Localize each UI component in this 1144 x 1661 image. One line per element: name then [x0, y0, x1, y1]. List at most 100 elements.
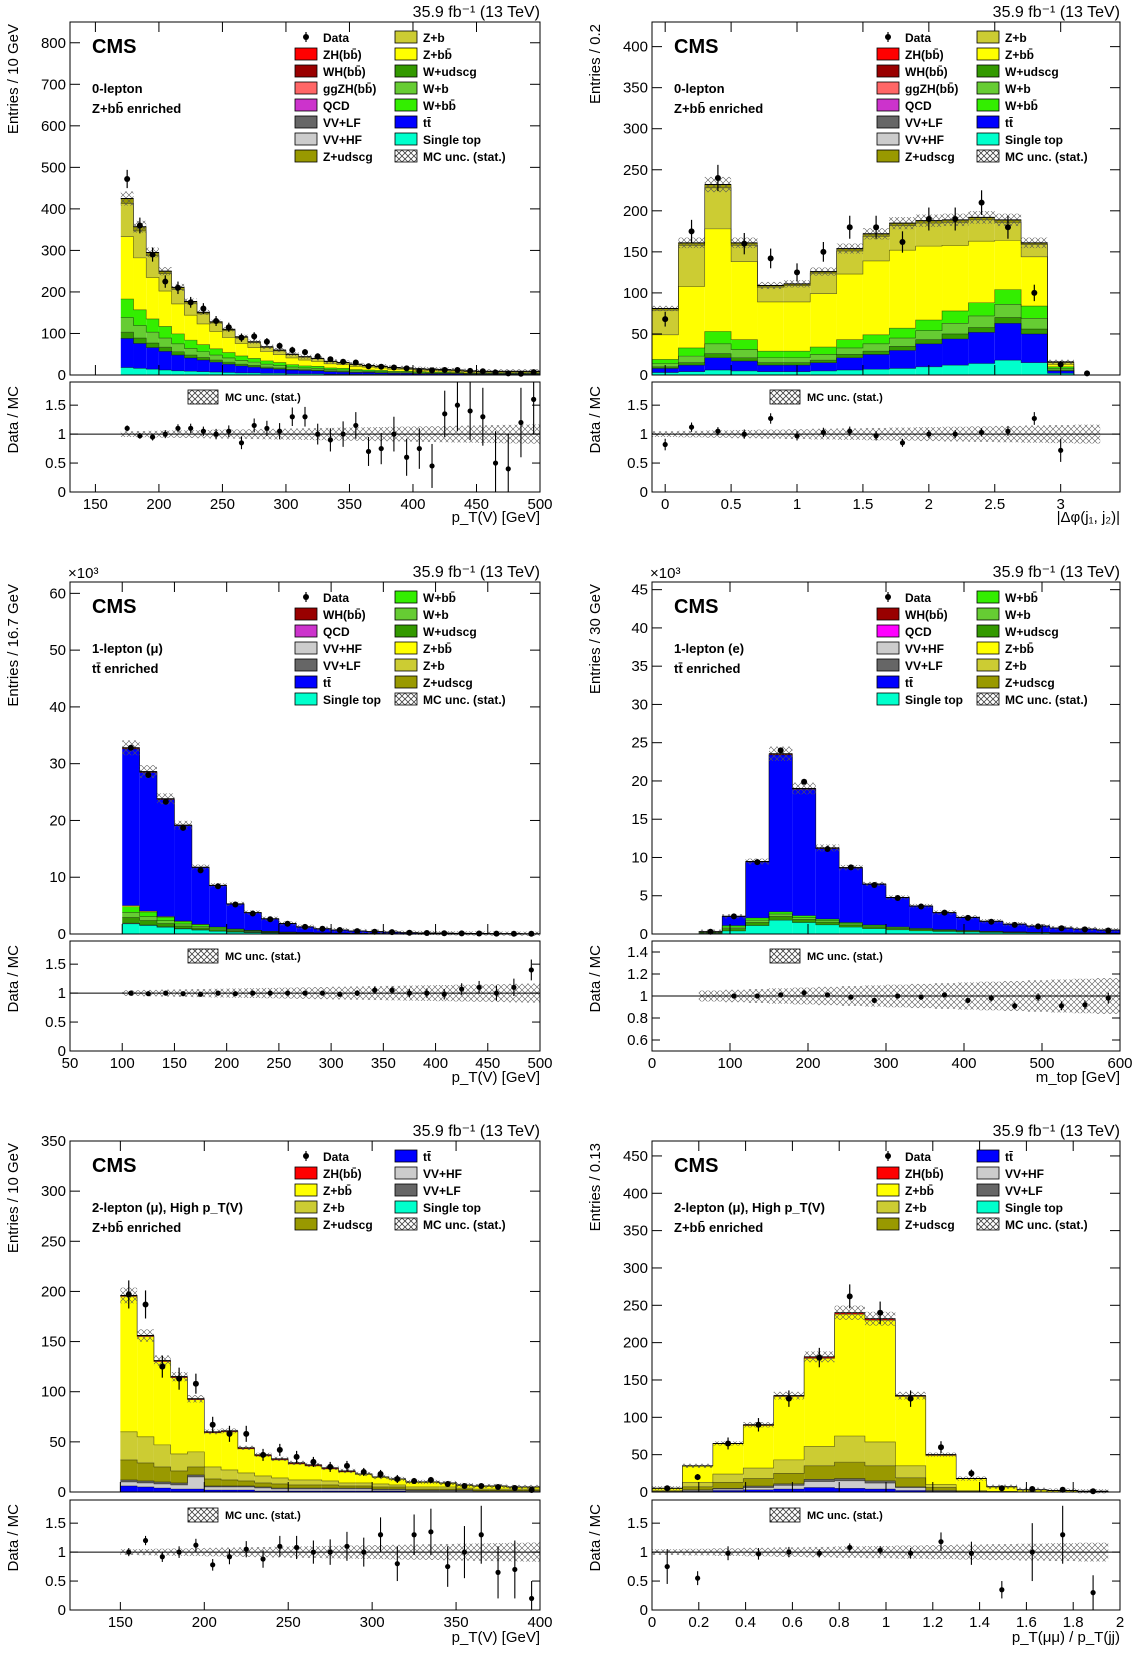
x-tick-label: 100	[717, 1055, 742, 1072]
stack-bar	[678, 363, 704, 365]
x-axis-label: p_T(V) [GeV]	[452, 1069, 540, 1086]
x-tick-label: 200	[146, 496, 171, 513]
legend-swatch	[395, 625, 417, 637]
stack-bar	[192, 868, 209, 925]
data-point	[361, 1469, 367, 1475]
ratio-point	[290, 414, 295, 419]
ratio-y-tick-label: 0.5	[45, 455, 66, 472]
stack-bar	[837, 358, 863, 370]
x-tick-label: 1	[882, 1614, 890, 1631]
ratio-point	[494, 991, 499, 996]
cms-label: CMS	[92, 596, 136, 618]
ratio-point	[848, 995, 853, 1000]
y-axis-label-top: Entries / 10 GeV	[5, 24, 22, 134]
region-label: tt̄ enriched	[674, 661, 741, 676]
ratio-point	[1082, 1002, 1087, 1007]
data-point	[366, 363, 372, 369]
ratio-point	[177, 1550, 182, 1555]
x-tick-label: 300	[273, 496, 298, 513]
stack-bar	[889, 368, 915, 375]
stack-bar	[889, 350, 915, 368]
ratio-point	[277, 1544, 282, 1549]
legend-swatch	[295, 48, 317, 60]
data-point	[662, 316, 668, 322]
data-point	[310, 1459, 316, 1465]
stack-bar	[682, 1487, 712, 1490]
data-point	[768, 255, 774, 261]
legend-hatch-swatch	[977, 693, 999, 705]
stack-bar	[238, 1481, 255, 1486]
stack-bar	[942, 339, 968, 365]
y-tick-label: 30	[631, 696, 648, 713]
stack-bar	[248, 358, 261, 362]
stack-bar	[678, 365, 704, 372]
y-tick-label: 50	[49, 642, 66, 659]
region-label: 0-lepton	[92, 81, 143, 96]
legend-label: Single top	[423, 133, 481, 147]
stack-bar	[757, 358, 783, 363]
legend-swatch	[977, 591, 999, 603]
legend-swatch	[395, 1201, 417, 1213]
legend-label: W+udscg	[1005, 625, 1059, 639]
legend-swatch	[977, 608, 999, 620]
data-point	[180, 825, 186, 831]
data-point	[873, 224, 879, 230]
y-tick-label: 5	[640, 888, 648, 905]
stack-bar	[439, 1487, 456, 1489]
stack-bar	[137, 1487, 154, 1492]
ratio-legend-swatch	[188, 390, 218, 404]
stack-bar	[406, 1487, 423, 1489]
stack-bar	[273, 369, 286, 373]
ratio-point	[366, 449, 371, 454]
data-point	[378, 364, 384, 370]
x-tick-label: 1	[793, 496, 801, 513]
y-tick-label: 0	[58, 367, 66, 384]
stack-bar	[121, 332, 134, 338]
y-tick-label: 400	[623, 39, 648, 56]
stack-bar	[134, 310, 147, 326]
legend-label: VV+HF	[905, 642, 944, 656]
stack-bar	[248, 367, 261, 373]
stack-bar	[863, 369, 889, 375]
stack-bar	[746, 923, 769, 926]
ratio-point	[689, 425, 694, 430]
stack-bar	[134, 343, 147, 368]
legend-label: W+udscg	[423, 625, 477, 639]
stack-bar	[810, 354, 836, 360]
stack-bar	[324, 372, 337, 374]
y-tick-label: 400	[41, 201, 66, 218]
data-point	[816, 1355, 822, 1361]
legend-swatch	[295, 693, 317, 705]
ratio-point	[215, 991, 220, 996]
stack-bar	[271, 1489, 288, 1491]
data-point	[126, 1291, 132, 1297]
ratio-point	[137, 433, 142, 438]
stack-bar	[774, 1473, 804, 1483]
legend-label: VV+HF	[323, 642, 362, 656]
ratio-point	[213, 432, 218, 437]
y-tick-label: 40	[631, 620, 648, 637]
y-tick-label: 250	[623, 162, 648, 179]
x-tick-label: 300	[873, 1055, 898, 1072]
ratio-point	[361, 1550, 366, 1555]
ratio-point	[198, 992, 203, 997]
legend-label: tt̄	[905, 676, 913, 690]
ratio-point	[302, 991, 307, 996]
ratio-point	[459, 986, 464, 991]
stack-bar	[769, 916, 792, 920]
y-axis-label-top: Entries / 30 GeV	[587, 584, 604, 694]
stack-bar	[322, 1485, 339, 1488]
legend-label: WH(bb̄)	[905, 65, 948, 79]
legend-label: W+bb̄	[1005, 99, 1038, 113]
legend-swatch	[977, 65, 999, 77]
ratio-point	[1005, 429, 1010, 434]
stack-bar	[121, 299, 134, 318]
data-point	[337, 927, 343, 933]
data-point	[327, 356, 333, 362]
ratio-legend-swatch	[770, 949, 800, 963]
stack-bar	[769, 912, 792, 914]
legend-swatch	[877, 116, 899, 128]
legend-label: Z+bb̄	[323, 1184, 352, 1198]
